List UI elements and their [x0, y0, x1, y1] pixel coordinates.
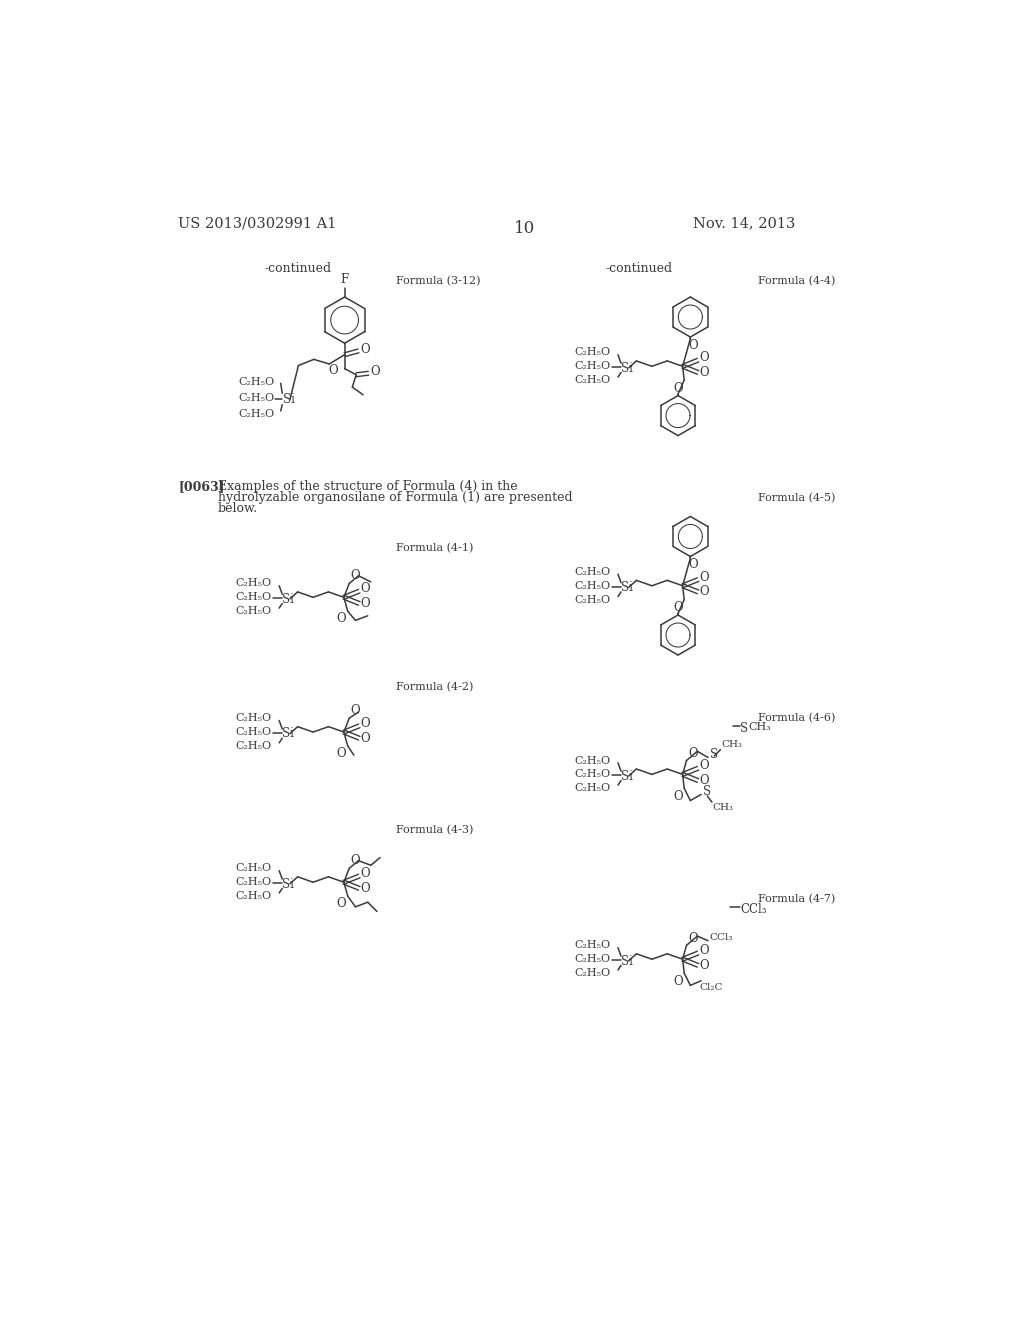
Text: C₂H₅O: C₂H₅O — [236, 578, 271, 589]
Text: Si: Si — [621, 362, 633, 375]
Text: Si: Si — [283, 593, 294, 606]
Text: CH₃: CH₃ — [721, 741, 742, 748]
Text: below.: below. — [217, 502, 258, 515]
Text: O: O — [350, 854, 359, 867]
Text: O: O — [699, 570, 710, 583]
Text: CCl₃: CCl₃ — [740, 903, 767, 916]
Text: CCl₃: CCl₃ — [710, 933, 733, 942]
Text: C₂H₅O: C₂H₅O — [574, 362, 610, 371]
Text: O: O — [673, 974, 683, 987]
Text: CH₃: CH₃ — [712, 803, 733, 812]
Text: O: O — [360, 867, 371, 880]
Text: O: O — [699, 958, 710, 972]
Text: O: O — [360, 597, 371, 610]
Text: -continued: -continued — [265, 263, 332, 276]
Text: C₂H₅O: C₂H₅O — [239, 409, 274, 418]
Text: O: O — [329, 363, 339, 376]
Text: C₂H₅O: C₂H₅O — [574, 581, 610, 591]
Text: O: O — [699, 585, 710, 598]
Text: C₂H₅O: C₂H₅O — [239, 393, 274, 403]
Text: O: O — [360, 582, 371, 595]
Text: O: O — [688, 747, 697, 760]
Text: O: O — [360, 717, 371, 730]
Text: Si: Si — [283, 393, 295, 407]
Text: Si: Si — [283, 878, 294, 891]
Text: O: O — [699, 944, 710, 957]
Text: S: S — [702, 785, 711, 797]
Text: C₂H₅O: C₂H₅O — [574, 954, 610, 964]
Text: C₂H₅O: C₂H₅O — [574, 783, 610, 793]
Text: Formula (3-12): Formula (3-12) — [396, 276, 480, 285]
Text: O: O — [688, 339, 697, 351]
Text: C₂H₅O: C₂H₅O — [574, 940, 610, 950]
Text: -continued: -continued — [605, 263, 673, 276]
Text: O: O — [360, 343, 370, 356]
Text: C₂H₅O: C₂H₅O — [236, 727, 271, 737]
Text: C₂H₅O: C₂H₅O — [239, 376, 274, 387]
Text: O: O — [699, 351, 710, 364]
Text: Si: Si — [283, 727, 294, 741]
Text: Formula (4-7): Formula (4-7) — [758, 894, 836, 904]
Text: C₂H₅O: C₂H₅O — [236, 878, 271, 887]
Text: O: O — [688, 932, 697, 945]
Text: 10: 10 — [514, 220, 536, 238]
Text: C₂H₅O: C₂H₅O — [236, 593, 271, 602]
Text: Si: Si — [621, 770, 633, 783]
Text: C₂H₅O: C₂H₅O — [574, 770, 610, 779]
Text: hydrolyzable organosilane of Formula (1) are presented: hydrolyzable organosilane of Formula (1)… — [217, 491, 572, 504]
Text: O: O — [337, 747, 346, 760]
Text: C₂H₅O: C₂H₅O — [574, 755, 610, 766]
Text: C₂H₅O: C₂H₅O — [574, 968, 610, 978]
Text: Formula (4-4): Formula (4-4) — [758, 276, 836, 285]
Text: C₂H₅O: C₂H₅O — [236, 863, 271, 874]
Text: Formula (4-2): Formula (4-2) — [396, 682, 473, 692]
Text: O: O — [360, 731, 371, 744]
Text: C₂H₅O: C₂H₅O — [574, 375, 610, 385]
Text: O: O — [699, 366, 710, 379]
Text: Formula (4-3): Formula (4-3) — [396, 825, 473, 834]
Text: Cl₂C: Cl₂C — [699, 983, 723, 993]
Text: C₂H₅O: C₂H₅O — [236, 891, 271, 902]
Text: Si: Si — [621, 954, 633, 968]
Text: O: O — [688, 558, 697, 572]
Text: O: O — [673, 381, 683, 395]
Text: O: O — [360, 882, 371, 895]
Text: O: O — [699, 774, 710, 787]
Text: Formula (4-5): Formula (4-5) — [758, 494, 836, 504]
Text: CH₃: CH₃ — [749, 722, 772, 733]
Text: O: O — [337, 896, 346, 909]
Text: C₂H₅O: C₂H₅O — [574, 594, 610, 605]
Text: O: O — [673, 789, 683, 803]
Text: F: F — [341, 273, 349, 286]
Text: [0063]: [0063] — [178, 480, 225, 494]
Text: O: O — [673, 601, 683, 614]
Text: C₂H₅O: C₂H₅O — [574, 347, 610, 358]
Text: C₂H₅O: C₂H₅O — [236, 741, 271, 751]
Text: S: S — [740, 722, 749, 735]
Text: O: O — [337, 612, 346, 624]
Text: C₂H₅O: C₂H₅O — [574, 566, 610, 577]
Text: O: O — [699, 759, 710, 772]
Text: O: O — [350, 704, 359, 717]
Text: US 2013/0302991 A1: US 2013/0302991 A1 — [178, 216, 337, 230]
Text: O: O — [370, 366, 380, 379]
Text: Examples of the structure of Formula (4) in the: Examples of the structure of Formula (4)… — [217, 480, 517, 494]
Text: Formula (4-6): Formula (4-6) — [758, 713, 836, 723]
Text: S: S — [710, 748, 718, 760]
Text: C₂H₅O: C₂H₅O — [236, 713, 271, 723]
Text: O: O — [350, 569, 359, 582]
Text: Formula (4-1): Formula (4-1) — [396, 544, 473, 553]
Text: C₂H₅O: C₂H₅O — [236, 606, 271, 616]
Text: Si: Si — [621, 581, 633, 594]
Text: Nov. 14, 2013: Nov. 14, 2013 — [692, 216, 795, 230]
